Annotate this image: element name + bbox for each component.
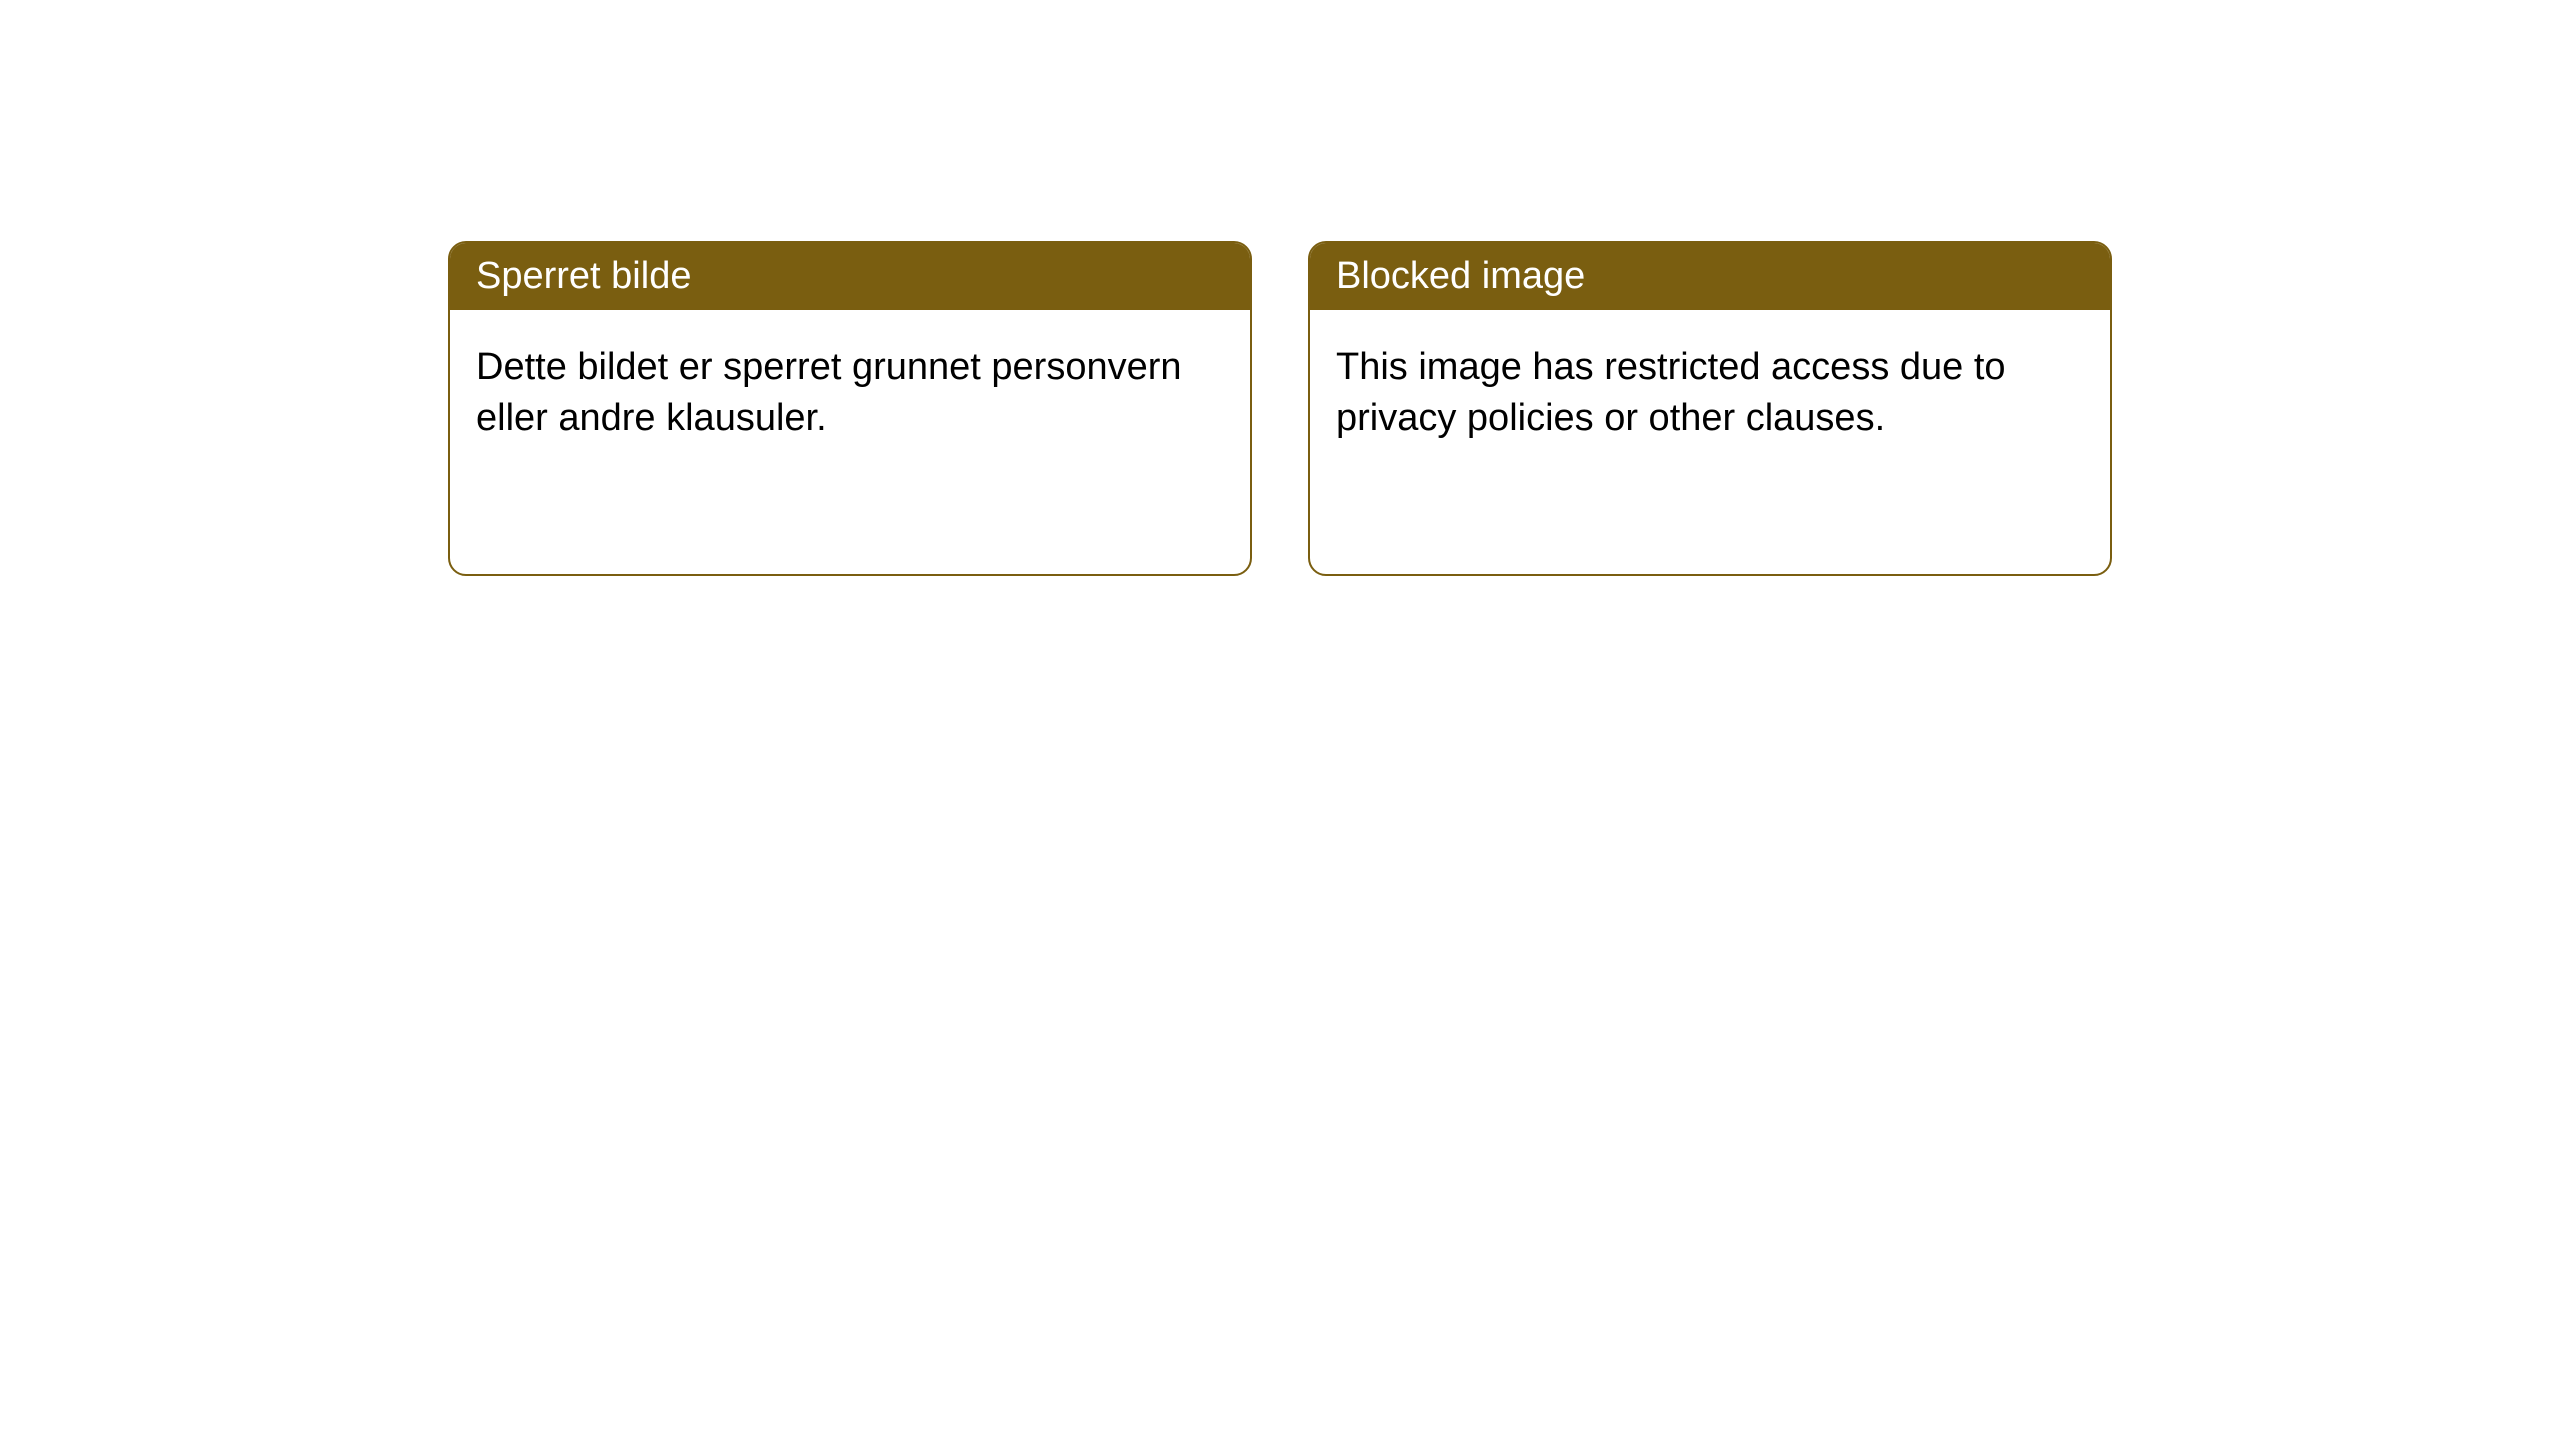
card-header-norwegian: Sperret bilde (450, 243, 1250, 310)
notice-card-norwegian: Sperret bilde Dette bildet er sperret gr… (448, 241, 1252, 576)
card-body-english: This image has restricted access due to … (1310, 310, 2110, 477)
card-header-english: Blocked image (1310, 243, 2110, 310)
card-body-norwegian: Dette bildet er sperret grunnet personve… (450, 310, 1250, 477)
notice-container: Sperret bilde Dette bildet er sperret gr… (448, 241, 2112, 576)
notice-card-english: Blocked image This image has restricted … (1308, 241, 2112, 576)
